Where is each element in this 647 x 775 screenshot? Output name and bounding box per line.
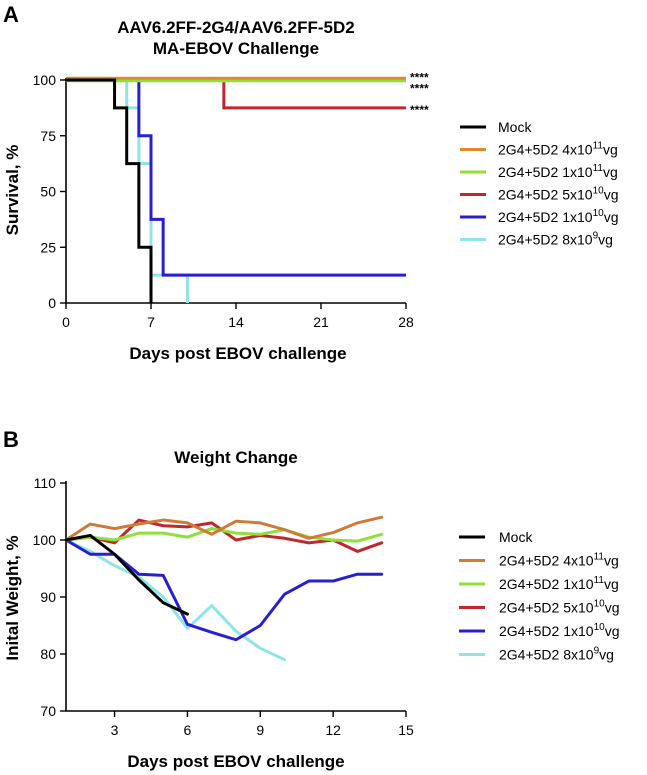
- panel-b-x-label: Days post EBOV challenge: [127, 752, 344, 771]
- panel-b-legend-label-g4e11: 2G4+5D2 4x1011vg: [499, 552, 619, 569]
- panel-b-legend-label-g8e9: 2G4+5D2 8x109vg: [499, 646, 614, 663]
- panel-b-series-mock: [64, 533, 189, 616]
- panel-b-series: [64, 515, 384, 662]
- panel-a: A AAV6.2FF-2G4/AAV6.2FF-5D2 MA-EBOV Chal…: [3, 2, 619, 363]
- panel-a-x-tick-label: 0: [62, 314, 70, 330]
- panel-b-y-tick-label: 80: [40, 646, 56, 662]
- panel-b-axes: 3 6 9 12 15 70 80 90 100 110: [33, 475, 414, 738]
- panel-b: B Weight Change Days post EBOV challenge…: [3, 427, 620, 771]
- panel-b-legend-label-g1e11: 2G4+5D2 1x1011vg: [499, 575, 619, 592]
- panel-a-legend-label-g1e11: 2G4+5D2 1x1011vg: [498, 163, 618, 180]
- panel-b-y-tick-label: 90: [40, 589, 56, 605]
- panel-a-series-mock: [66, 78, 153, 303]
- panel-a-y-tick-label: 25: [40, 239, 56, 255]
- panel-a-legend-label-g5e10: 2G4+5D2 5x1010vg: [498, 186, 619, 203]
- panel-b-x-tick-label: 6: [184, 722, 192, 738]
- panel-b-y-label: Inital Weight, %: [3, 535, 22, 660]
- panel-a-x-tick-label: 28: [398, 314, 414, 330]
- panel-a-significance-label: ****: [410, 103, 429, 117]
- panel-b-y-tick-label: 100: [33, 532, 57, 548]
- panel-b-legend-label-mock: Mock: [499, 529, 533, 545]
- panel-a-series: [66, 76, 406, 303]
- panel-b-series-g8e9: [64, 538, 287, 662]
- panel-b-series-g5e10: [64, 518, 384, 553]
- panel-a-annotations: ************: [410, 71, 429, 117]
- panel-a-legend-label-g4e11: 2G4+5D2 4x1011vg: [498, 141, 618, 158]
- panel-b-legend-label-g5e10: 2G4+5D2 5x1010vg: [499, 599, 620, 616]
- panel-a-y-tick-label: 100: [33, 72, 57, 88]
- panel-a-significance-label: ****: [410, 71, 429, 85]
- panel-a-x-tick-label: 21: [313, 314, 329, 330]
- panel-a-y-label: Survival, %: [3, 145, 22, 236]
- panel-b-x-tick-label: 15: [398, 722, 414, 738]
- panel-b-x-tick-label: 9: [256, 722, 264, 738]
- panel-b-x-tick-label: 12: [325, 722, 341, 738]
- panel-a-x-tick-label: 14: [228, 314, 244, 330]
- panel-b-y-tick-label: 110: [34, 475, 57, 491]
- panel-a-x-label: Days post EBOV challenge: [129, 344, 346, 363]
- panel-a-series-g5e10: [66, 78, 406, 110]
- panel-a-series-g1e10: [66, 78, 406, 277]
- panel-b-series-g4e11: [64, 515, 384, 542]
- panel-a-title-line2: MA-EBOV Challenge: [153, 39, 319, 58]
- panel-a-significance-label: ****: [410, 82, 429, 96]
- panel-b-title: Weight Change: [174, 448, 297, 467]
- panel-a-legend: Mock 2G4+5D2 4x1011vg 2G4+5D2 1x1011vg 2G4+…: [460, 119, 619, 248]
- panel-a-legend-label-mock: Mock: [498, 119, 532, 135]
- panel-a-legend-label-g8e9: 2G4+5D2 8x109vg: [498, 231, 613, 248]
- panel-a-title-line1: AAV6.2FF-2G4/AAV6.2FF-5D2: [117, 18, 354, 37]
- panel-a-axes: 0 7 14 21 28 0 25 50 75 100: [33, 72, 414, 330]
- panel-b-x-tick-label: 3: [111, 722, 119, 738]
- panel-a-x-tick-label: 7: [147, 314, 155, 330]
- panel-b-letter: B: [3, 427, 19, 452]
- panel-a-y-tick-label: 0: [48, 295, 56, 311]
- panel-b-legend-label-g1e10: 2G4+5D2 1x1010vg: [499, 622, 620, 639]
- panel-a-y-tick-label: 50: [40, 184, 56, 200]
- panel-a-legend-label-g1e10: 2G4+5D2 1x1010vg: [498, 208, 619, 225]
- panel-b-y-tick-label: 70: [40, 703, 56, 719]
- panel-a-y-tick-label: 75: [40, 128, 56, 144]
- panel-a-letter: A: [3, 2, 19, 27]
- panel-b-series-g1e11: [64, 527, 384, 543]
- panel-b-legend: Mock 2G4+5D2 4x1011vg 2G4+5D2 1x1011vg 2G4+…: [459, 529, 620, 663]
